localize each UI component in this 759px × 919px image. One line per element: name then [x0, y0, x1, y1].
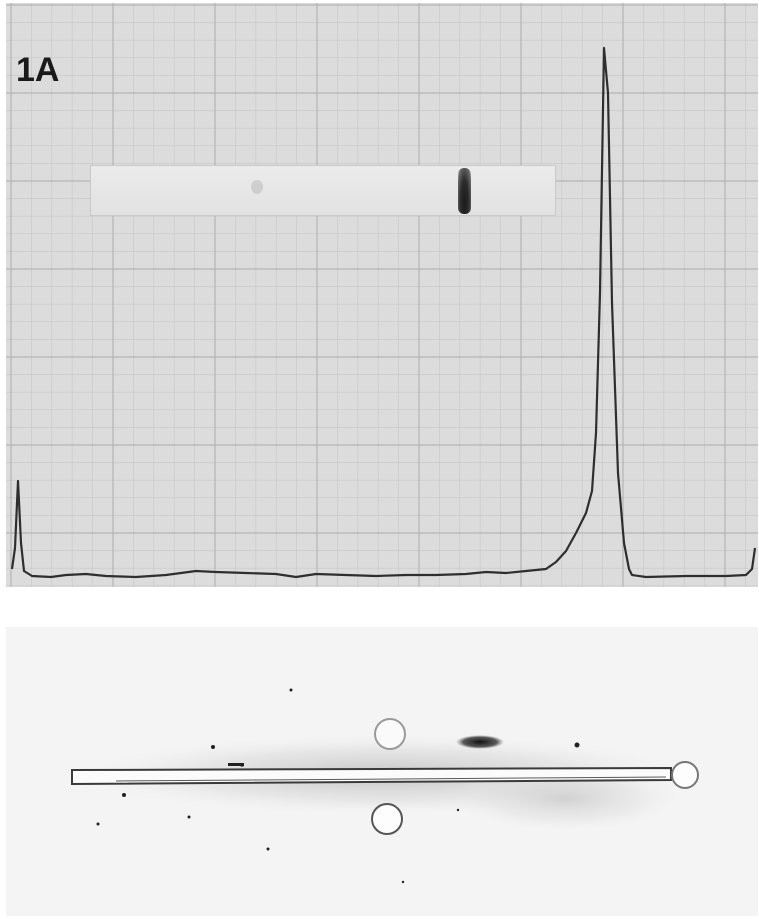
gel-faint-spot — [251, 180, 263, 194]
trough-edge — [115, 776, 667, 782]
immunoelectrophoresis-plate — [66, 688, 706, 884]
plate-specks — [96, 688, 580, 884]
immunoelectrophoresis-plate-panel — [6, 627, 758, 916]
densitometer-scan-panel: 1A — [6, 3, 758, 587]
precipitin-arc — [456, 735, 504, 749]
antigen-well-lower — [371, 803, 403, 835]
antigen-well-end — [671, 761, 699, 789]
chart-grid-and-trace — [6, 3, 758, 587]
antiserum-trough — [71, 766, 672, 786]
panel-label: 1A — [16, 51, 60, 89]
densitometer-trace — [10, 46, 757, 579]
antigen-well-upper — [374, 718, 406, 750]
gel-protein-band — [458, 168, 471, 214]
gel-strip-inset — [90, 165, 556, 216]
chart-grid — [6, 3, 758, 587]
